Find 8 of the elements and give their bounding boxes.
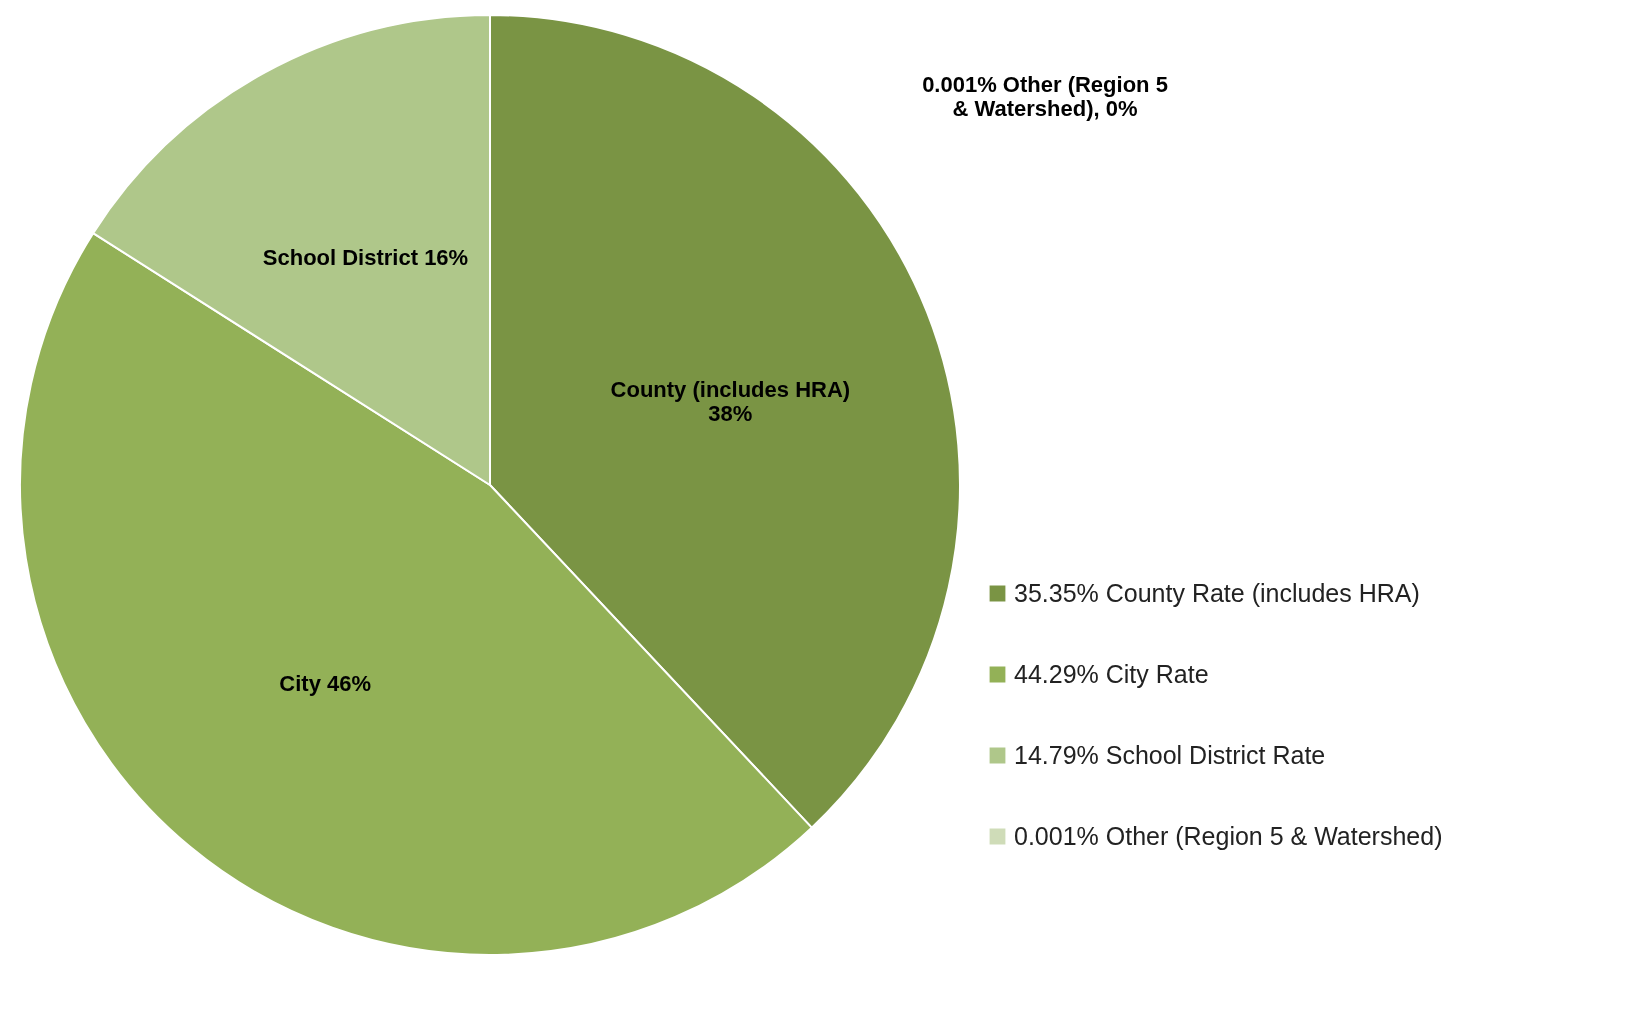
legend-label: 14.79% School District Rate	[1014, 740, 1326, 769]
text: 0.001% Other (Region 5 & Watershed), 0%	[922, 72, 1168, 121]
legend-label: 44.29% City Rate	[1014, 659, 1209, 688]
legend-label: 0.001% Other (Region 5 & Watershed)	[1014, 821, 1443, 850]
data-label: School District 16%	[262, 245, 469, 271]
data-label: County (includes HRA) 38%	[610, 376, 851, 426]
legend-label: 35.35% County Rate (includes HRA)	[1014, 578, 1420, 607]
data-label: City 46%	[279, 671, 372, 697]
